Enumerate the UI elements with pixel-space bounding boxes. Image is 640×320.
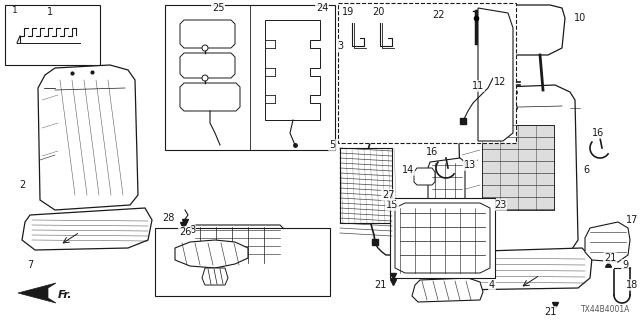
Text: 7: 7 [27,260,33,270]
Text: 2: 2 [19,180,25,190]
Polygon shape [458,85,578,255]
Polygon shape [180,20,235,48]
Bar [155,228,330,296]
Text: 5: 5 [329,140,335,150]
Text: 13: 13 [464,160,476,170]
Text: 16: 16 [592,128,604,138]
Text: 21: 21 [544,307,556,317]
Text: Fr.: Fr. [58,290,72,300]
Polygon shape [22,208,152,250]
Text: 6: 6 [583,165,589,175]
Polygon shape [585,222,630,262]
Polygon shape [478,8,513,141]
Bar [165,5,335,150]
Text: 4: 4 [489,280,495,290]
Polygon shape [495,5,565,55]
Polygon shape [190,225,285,265]
Polygon shape [265,20,320,120]
Polygon shape [202,268,228,285]
Polygon shape [428,158,465,208]
Text: 27: 27 [381,190,394,200]
Text: 24: 24 [316,3,328,13]
Polygon shape [175,240,248,268]
Bar [338,3,516,143]
Polygon shape [444,248,592,290]
Polygon shape [395,203,490,273]
Text: 9: 9 [622,260,628,270]
Polygon shape [412,278,483,302]
Text: 10: 10 [574,13,586,23]
Text: 17: 17 [626,215,638,225]
Bar [482,125,554,210]
Text: 12: 12 [494,77,506,87]
Text: 26: 26 [179,227,191,237]
Text: 8: 8 [189,225,195,235]
Circle shape [202,45,208,51]
Text: 3: 3 [337,41,343,51]
Text: 23: 23 [494,200,506,210]
Bar [340,148,392,223]
Text: 20: 20 [372,7,384,17]
Text: 11: 11 [472,81,484,91]
Text: 28: 28 [162,213,174,223]
Text: 22: 22 [432,10,444,20]
Text: 21: 21 [604,253,616,263]
Polygon shape [180,83,240,111]
Text: 25: 25 [212,3,224,13]
Text: 16: 16 [426,147,438,157]
Polygon shape [18,283,56,303]
Polygon shape [414,168,435,185]
Text: 18: 18 [626,280,638,290]
Text: 21: 21 [374,280,386,290]
Polygon shape [180,53,235,78]
Polygon shape [38,65,138,210]
Text: TX44B4001A: TX44B4001A [580,305,630,314]
Text: 1: 1 [47,7,53,17]
Bar [5,5,100,65]
Text: 14: 14 [402,165,414,175]
Bar [390,198,495,278]
Text: 15: 15 [386,200,398,210]
Circle shape [202,75,208,81]
Text: 19: 19 [342,7,354,17]
Text: 1: 1 [12,6,18,15]
